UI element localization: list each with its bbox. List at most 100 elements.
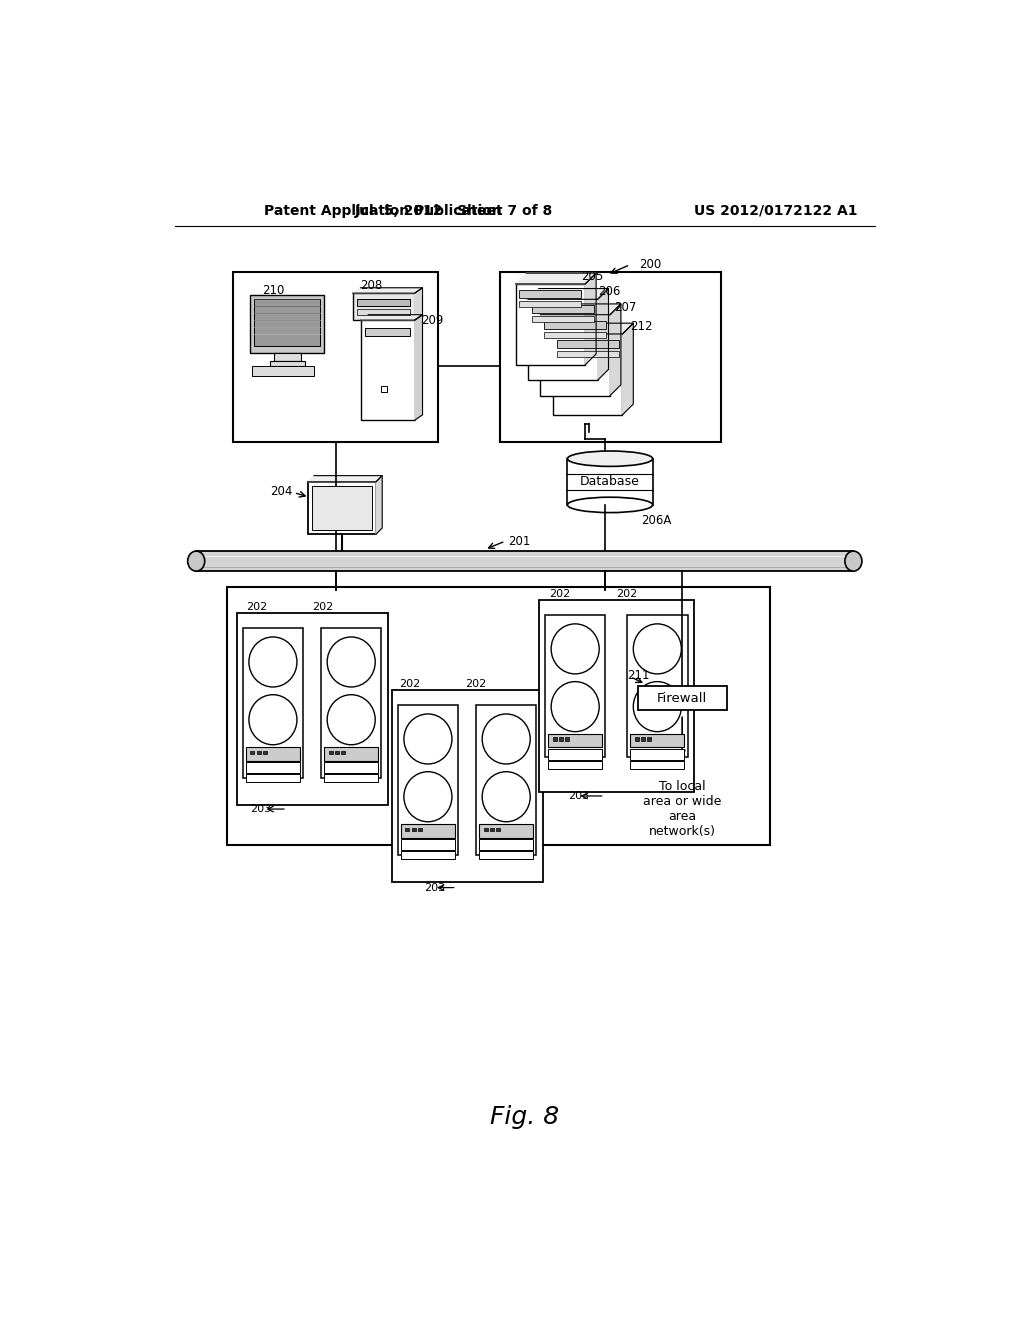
Bar bbox=[531, 305, 594, 313]
Text: Patent Application Publication: Patent Application Publication bbox=[263, 203, 502, 218]
Text: 207: 207 bbox=[614, 301, 636, 314]
Polygon shape bbox=[586, 273, 596, 364]
Bar bbox=[479, 824, 534, 838]
Polygon shape bbox=[415, 314, 423, 420]
Text: 212: 212 bbox=[630, 319, 652, 333]
Bar bbox=[273, 354, 301, 360]
Bar bbox=[257, 751, 260, 755]
Bar bbox=[548, 734, 602, 747]
Text: Jul. 5, 2012   Sheet 7 of 8: Jul. 5, 2012 Sheet 7 of 8 bbox=[354, 203, 553, 218]
Ellipse shape bbox=[249, 694, 297, 744]
Text: 209: 209 bbox=[421, 314, 443, 326]
Bar bbox=[539, 599, 693, 792]
Bar bbox=[412, 828, 416, 832]
Bar bbox=[553, 334, 623, 414]
Ellipse shape bbox=[403, 714, 452, 764]
Bar bbox=[638, 686, 727, 710]
Bar bbox=[519, 290, 582, 298]
Bar bbox=[308, 482, 376, 535]
Bar bbox=[641, 738, 645, 742]
Bar bbox=[528, 300, 598, 380]
Polygon shape bbox=[623, 323, 633, 414]
Bar bbox=[227, 587, 770, 845]
Polygon shape bbox=[610, 304, 621, 396]
Text: 203: 203 bbox=[568, 791, 590, 801]
Text: To local
area or wide
area
network(s): To local area or wide area network(s) bbox=[643, 780, 721, 838]
Bar bbox=[400, 851, 455, 859]
Bar bbox=[406, 828, 410, 832]
Bar bbox=[254, 300, 321, 346]
Bar bbox=[366, 327, 410, 335]
Bar bbox=[483, 828, 487, 832]
Polygon shape bbox=[360, 314, 423, 321]
Bar bbox=[515, 284, 586, 364]
Bar bbox=[252, 367, 314, 376]
Ellipse shape bbox=[328, 694, 375, 744]
Bar bbox=[400, 824, 455, 838]
Ellipse shape bbox=[482, 772, 530, 822]
Text: 202: 202 bbox=[616, 589, 638, 599]
Bar bbox=[246, 775, 300, 781]
Bar bbox=[251, 296, 324, 354]
Bar bbox=[630, 748, 684, 760]
Polygon shape bbox=[528, 289, 608, 300]
Bar bbox=[329, 751, 333, 755]
Bar bbox=[251, 751, 254, 755]
Text: 201: 201 bbox=[508, 536, 530, 548]
Bar bbox=[357, 298, 410, 306]
Bar bbox=[519, 301, 582, 308]
Bar bbox=[246, 762, 300, 774]
Bar bbox=[500, 272, 721, 442]
Bar bbox=[565, 738, 569, 742]
Text: 206A: 206A bbox=[641, 513, 672, 527]
Bar bbox=[324, 775, 378, 781]
Bar bbox=[418, 828, 422, 832]
Bar bbox=[243, 628, 303, 779]
Bar bbox=[567, 459, 652, 506]
Polygon shape bbox=[553, 323, 633, 334]
Bar bbox=[647, 738, 651, 742]
Bar bbox=[531, 317, 594, 322]
Bar bbox=[246, 747, 300, 760]
Bar bbox=[397, 705, 458, 855]
Bar bbox=[557, 351, 618, 358]
Bar bbox=[341, 751, 345, 755]
Text: 202: 202 bbox=[311, 602, 333, 612]
Polygon shape bbox=[515, 273, 596, 284]
Polygon shape bbox=[598, 289, 608, 380]
Text: 211: 211 bbox=[627, 668, 649, 681]
Bar bbox=[496, 828, 500, 832]
Text: Database: Database bbox=[581, 475, 640, 488]
Bar bbox=[630, 762, 684, 770]
Bar bbox=[357, 309, 410, 314]
Ellipse shape bbox=[187, 552, 205, 572]
Ellipse shape bbox=[567, 451, 652, 466]
Ellipse shape bbox=[551, 624, 599, 675]
Bar bbox=[544, 331, 606, 338]
Bar bbox=[263, 751, 266, 755]
Text: 206: 206 bbox=[598, 285, 620, 298]
Text: 205: 205 bbox=[582, 269, 603, 282]
Ellipse shape bbox=[567, 498, 652, 512]
Bar bbox=[545, 615, 605, 758]
Bar bbox=[627, 615, 687, 758]
Bar bbox=[324, 762, 378, 774]
Bar bbox=[544, 321, 606, 329]
Text: 200: 200 bbox=[640, 259, 662, 271]
Ellipse shape bbox=[403, 772, 452, 822]
Bar bbox=[476, 705, 537, 855]
Text: US 2012/0172122 A1: US 2012/0172122 A1 bbox=[693, 203, 857, 218]
Bar bbox=[321, 628, 381, 779]
Bar bbox=[270, 360, 305, 366]
Bar bbox=[557, 341, 618, 348]
Bar bbox=[232, 272, 438, 442]
Polygon shape bbox=[376, 475, 382, 535]
Ellipse shape bbox=[249, 638, 297, 686]
Polygon shape bbox=[308, 475, 382, 482]
Bar bbox=[553, 738, 557, 742]
Ellipse shape bbox=[482, 714, 530, 764]
Text: Firewall: Firewall bbox=[657, 692, 708, 705]
Ellipse shape bbox=[633, 624, 681, 675]
Bar bbox=[479, 851, 534, 859]
Bar bbox=[400, 840, 455, 850]
